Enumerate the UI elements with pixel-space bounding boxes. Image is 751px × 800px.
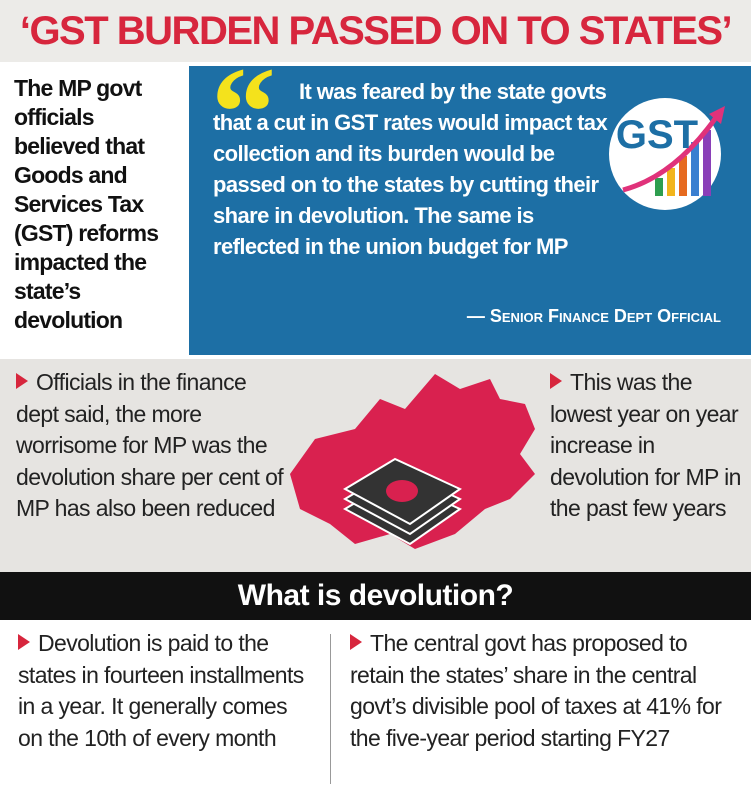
point: Officials in the finance dept said, the … [16,369,284,521]
point: This was the lowest year on year increas… [550,369,741,521]
fact: The central govt has proposed to retain … [350,630,722,751]
section-heading: What is devolution? [0,572,751,620]
logo-bar [703,130,711,196]
map-illustration [290,374,535,549]
bullet-arrow [550,373,562,389]
quote-panel: “ It was feared by the state govts that … [189,48,751,355]
bullet-arrow [16,373,28,389]
fact-text: The central govt has proposed to retain … [350,628,730,754]
logo-bar [655,178,663,196]
headline: ‘GST BURDEN PASSED ON TO STATES’ [0,0,751,62]
quote-text: It was feared by the state govts that a … [213,79,608,259]
points-panel: Officials in the finance dept said, the … [0,359,751,572]
point-text: This was the lowest year on year increas… [550,367,745,525]
fact: Devolution is paid to the states in four… [18,630,304,751]
bullet-arrow [350,634,362,650]
logo-bar [679,156,687,196]
logo-text: GST [616,113,698,157]
point-text: Officials in the finance dept said, the … [16,367,291,525]
column-divider [330,634,331,784]
logo-bar [667,168,675,196]
logo-arrowhead [709,106,725,124]
bullet-arrow [18,634,30,650]
money-stack [342,457,462,546]
fact-text: Devolution is paid to the states in four… [18,628,308,754]
quote-mark-icon: “ [211,41,276,185]
quote-attribution: — Senior Finance Dept Official [466,306,721,326]
intro-text: The MP govt officials believed that Good… [0,66,185,355]
logo-bar [691,142,699,196]
logo-arrow [622,114,720,193]
note-seal [386,480,418,502]
gst-logo: GST [609,98,725,210]
